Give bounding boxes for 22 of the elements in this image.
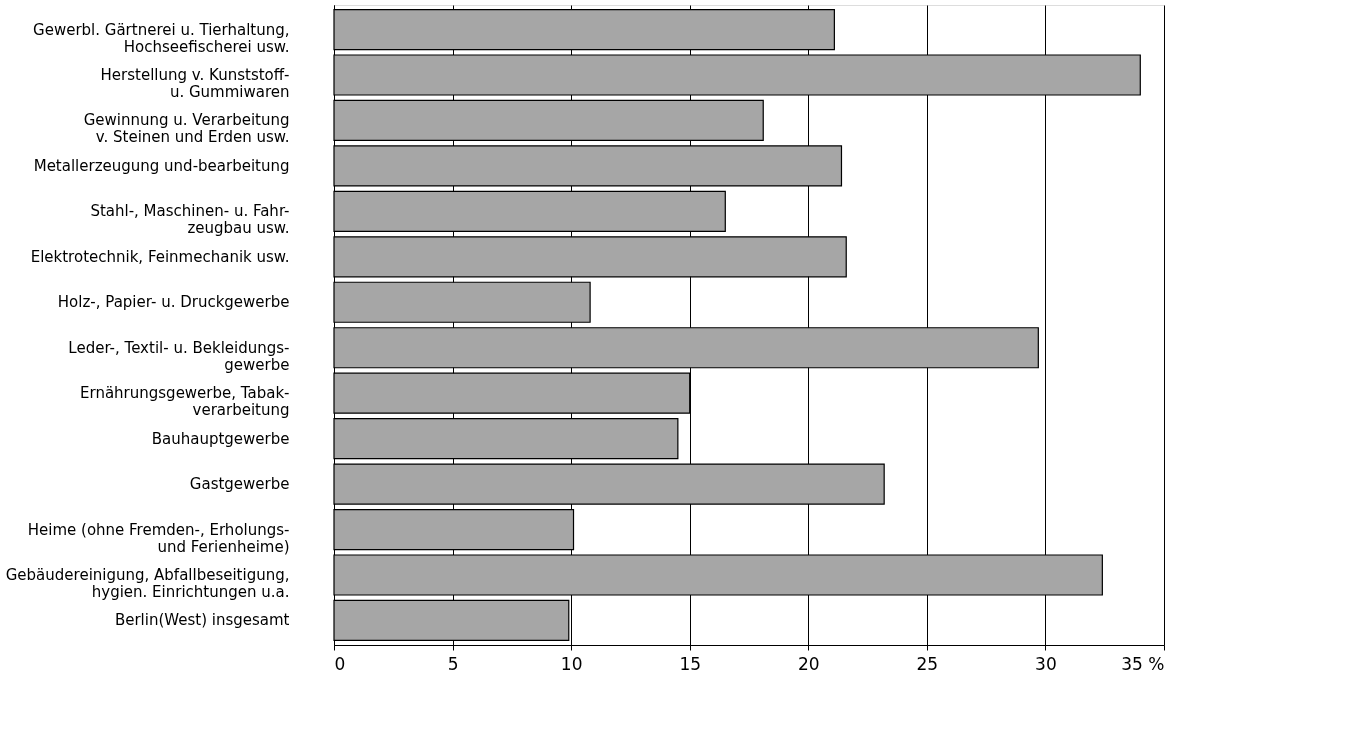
x-tick-label: 15 <box>679 653 702 674</box>
y-tick-label: Gebäudereinigung, Abfallbeseitigung, hygien. Einrichtungen u.a. <box>5 566 290 601</box>
y-tick-label: Berlin(West) insgesamt <box>114 611 290 630</box>
y-tick-label: Herstellung v. Kunststoff- u. Gummiwaren <box>100 66 290 101</box>
y-tick-label: Ernährungsgewerbe, Tabak- verarbeitung <box>80 384 290 420</box>
x-tick-label: 0 <box>334 653 346 674</box>
y-tick-label: Gewerbl. Gärtnerei u. Tierhaltung, Hochseefischerei usw. <box>33 20 290 56</box>
y-tick-label: Gastgewerbe <box>189 475 290 494</box>
x-tick-label: 30 <box>1035 653 1057 674</box>
y-tick-label: Bauhauptgewerbe <box>151 429 290 448</box>
x-tick-label: 10 <box>560 653 583 674</box>
y-tick-label: Elektrotechnik, Feinmechanik usw. <box>30 247 290 266</box>
y-tick-label: Stahl-, Maschinen- u. Fahr- zeugbau usw. <box>90 202 290 238</box>
x-tick-label: 20 <box>797 653 820 674</box>
y-tick-label: Gewinnung u. Verarbeitung v. Steinen und Erden usw. <box>83 111 290 147</box>
y-tick-label: Heime (ohne Fremden-, Erholungs- und Ferienheime) <box>27 520 290 556</box>
y-tick-label: Leder-, Textil- u. Bekleidungs- gewerbe <box>68 338 290 374</box>
y-tick-label: Metallerzeugung und-bearbeitung <box>33 156 290 175</box>
x-tick-label: 25 <box>916 653 939 674</box>
x-tick-label: 35 % <box>1121 653 1165 674</box>
y-tick-label: Holz-, Papier- u. Druckgewerbe <box>57 293 290 312</box>
x-tick-label: 5 <box>447 653 459 674</box>
